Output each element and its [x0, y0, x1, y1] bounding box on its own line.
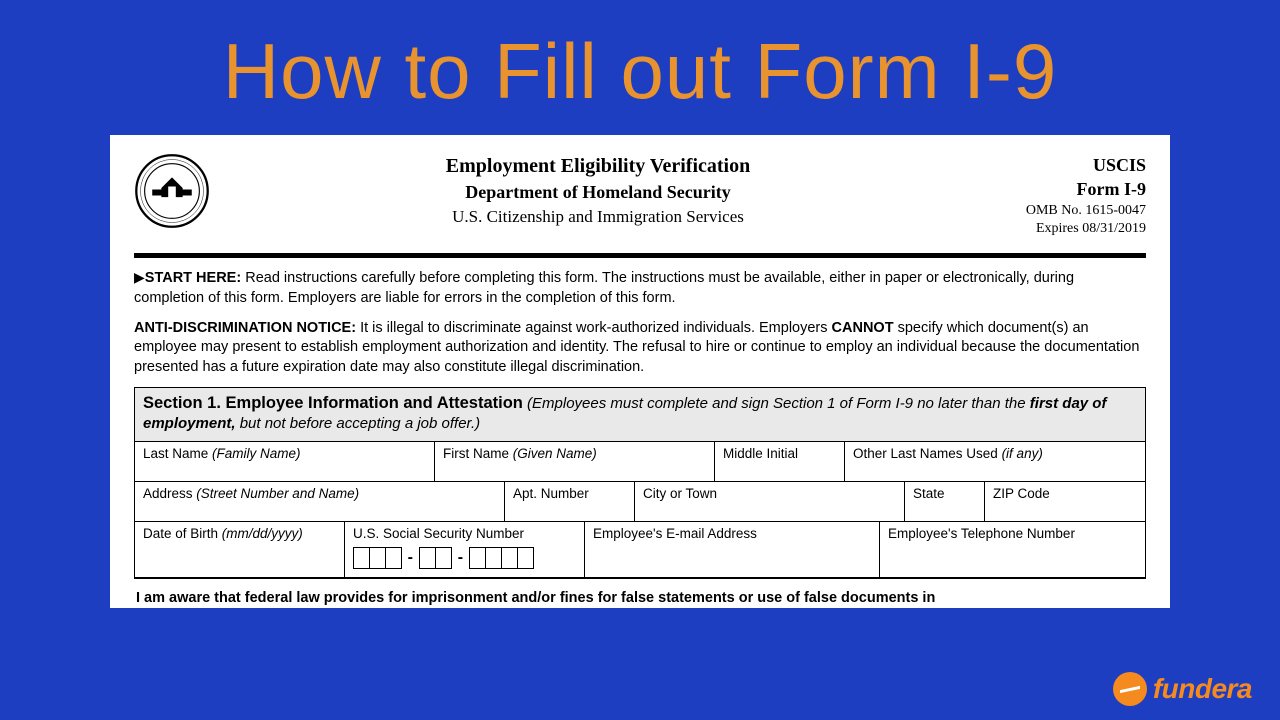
field-middle-initial[interactable]: Middle Initial: [715, 442, 845, 481]
field-phone[interactable]: Employee's Telephone Number: [880, 522, 1145, 577]
fundera-logo: fundera: [1113, 672, 1252, 706]
section-1-box: Section 1. Employee Information and Atte…: [134, 387, 1146, 579]
field-state[interactable]: State: [905, 482, 985, 521]
form-title-2: Department of Homeland Security: [210, 182, 986, 203]
table-row: Address (Street Number and Name) Apt. Nu…: [135, 482, 1145, 522]
attestation-text: I am aware that federal law provides for…: [134, 579, 1146, 609]
section-1-title: Section 1. Employee Information and Atte…: [135, 388, 1145, 442]
form-number: Form I-9: [986, 177, 1146, 201]
triangle-icon: ▶: [134, 269, 145, 285]
fundera-logo-text: fundera: [1153, 673, 1252, 705]
form-title-3: U.S. Citizenship and Immigration Service…: [210, 207, 986, 227]
divider: [134, 253, 1146, 258]
form-title-1: Employment Eligibility Verification: [210, 155, 986, 178]
agency: USCIS: [986, 153, 1146, 177]
omb-number: OMB No. 1615-0047: [986, 202, 1146, 221]
field-first-name[interactable]: First Name (Given Name): [435, 442, 715, 481]
field-other-names[interactable]: Other Last Names Used (if any): [845, 442, 1145, 481]
expires: Expires 08/31/2019: [986, 220, 1146, 239]
anti-discrimination-text: ANTI-DISCRIMINATION NOTICE: It is illega…: [134, 319, 1146, 378]
field-ssn[interactable]: U.S. Social Security Number --: [345, 522, 585, 577]
field-email[interactable]: Employee's E-mail Address: [585, 522, 880, 577]
field-dob[interactable]: Date of Birth (mm/dd/yyyy): [135, 522, 345, 577]
page-title: How to Fill out Form I-9: [0, 0, 1280, 135]
field-apt[interactable]: Apt. Number: [505, 482, 635, 521]
form-document: Employment Eligibility Verification Depa…: [110, 135, 1170, 608]
dhs-seal-icon: [134, 153, 210, 229]
table-row: Last Name (Family Name) First Name (Give…: [135, 442, 1145, 482]
form-header-right: USCIS Form I-9 OMB No. 1615-0047 Expires…: [986, 153, 1146, 239]
form-header-center: Employment Eligibility Verification Depa…: [210, 153, 986, 227]
field-address[interactable]: Address (Street Number and Name): [135, 482, 505, 521]
field-city[interactable]: City or Town: [635, 482, 905, 521]
fundera-logo-icon: [1113, 672, 1147, 706]
ssn-boxes: --: [353, 547, 576, 569]
field-last-name[interactable]: Last Name (Family Name): [135, 442, 435, 481]
start-here-text: ▶START HERE: Read instructions carefully…: [134, 268, 1146, 308]
table-row: Date of Birth (mm/dd/yyyy) U.S. Social S…: [135, 522, 1145, 578]
field-zip[interactable]: ZIP Code: [985, 482, 1145, 521]
form-header: Employment Eligibility Verification Depa…: [134, 153, 1146, 249]
